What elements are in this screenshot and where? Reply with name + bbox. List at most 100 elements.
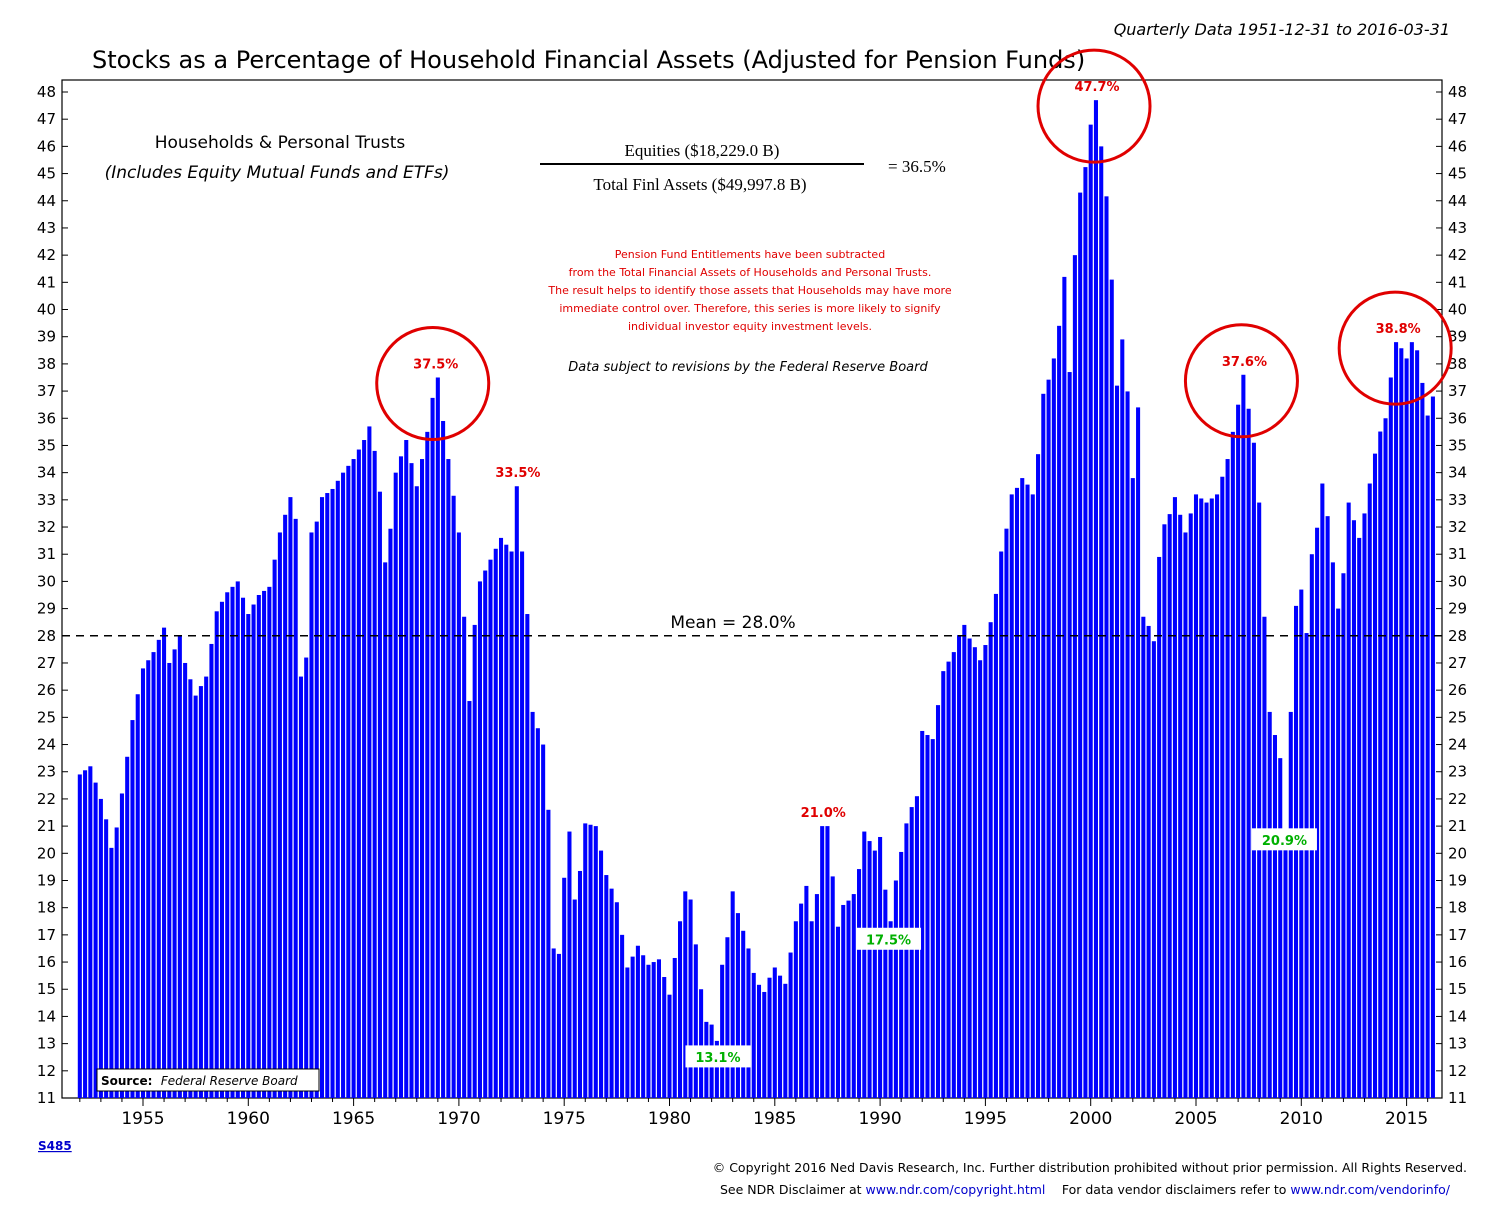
y-tick-label-right: 48 — [1448, 83, 1467, 101]
x-tick-label: 1970 — [437, 1109, 480, 1129]
bar — [741, 930, 746, 1098]
y-tick-label-left: 41 — [37, 273, 56, 291]
bar — [620, 934, 625, 1098]
y-tick-label-left: 36 — [37, 409, 56, 427]
bar — [1136, 407, 1141, 1098]
pension-note-line: immediate control over. Therefore, this … — [559, 302, 941, 315]
y-tick-label-right: 43 — [1448, 219, 1467, 237]
bar — [198, 686, 203, 1098]
pension-note-line: Pension Fund Entitlements have been subt… — [615, 248, 885, 261]
bar — [162, 627, 167, 1098]
bar — [1009, 494, 1014, 1098]
bar — [1188, 513, 1193, 1098]
bar — [1325, 516, 1330, 1098]
y-tick-label-right: 25 — [1448, 708, 1467, 726]
bar — [1030, 494, 1035, 1098]
bar — [1267, 711, 1272, 1098]
bar — [420, 459, 425, 1098]
bar — [1178, 514, 1183, 1098]
bar — [404, 440, 409, 1098]
bar — [593, 826, 598, 1098]
bar — [372, 450, 377, 1098]
bar — [546, 809, 551, 1098]
bar — [541, 744, 546, 1098]
bar — [604, 875, 609, 1098]
bar — [1315, 527, 1320, 1098]
bar — [1125, 391, 1130, 1098]
bar — [1341, 573, 1346, 1098]
x-axis: 1955 1960 1965 1970 1975 1980 1985 1990 1995 2000… — [79, 1098, 1428, 1129]
vendor-link[interactable]: www.ndr.com/vendorinfo/ — [1290, 1182, 1450, 1197]
bar — [588, 824, 593, 1098]
disclaimer-line: See NDR Disclaimer at www.ndr.com/copyri… — [720, 1181, 1451, 1198]
bar — [383, 562, 388, 1098]
bar — [341, 472, 346, 1098]
x-tick-label: 2000 — [1069, 1109, 1112, 1129]
bar — [225, 592, 230, 1098]
bar — [1346, 502, 1351, 1098]
bar — [135, 694, 140, 1098]
bar — [756, 984, 762, 1098]
copyright-text: © Copyright 2016 Ned Davis Research, Inc… — [713, 1160, 1467, 1175]
bar — [1415, 350, 1420, 1098]
bar — [962, 624, 967, 1098]
bar — [693, 944, 698, 1098]
bar — [535, 728, 540, 1098]
y-tick-label-right: 30 — [1448, 572, 1467, 590]
bar — [672, 957, 677, 1098]
formula-numerator: Equities ($18,229.0 B) — [625, 141, 780, 160]
bar — [967, 638, 972, 1098]
bar — [1420, 382, 1425, 1098]
bar — [1157, 556, 1162, 1098]
bar — [1020, 478, 1025, 1099]
y-tick-label-right: 28 — [1448, 627, 1467, 645]
y-tick-label-left: 13 — [37, 1035, 56, 1053]
highlight-circle — [1183, 323, 1299, 439]
bar — [793, 921, 798, 1098]
y-tick-label-left: 23 — [37, 763, 56, 781]
y-tick-label-right: 19 — [1448, 871, 1467, 889]
y-tick-label-left: 21 — [37, 817, 56, 835]
chart-code-link[interactable]: S485 — [38, 1139, 72, 1153]
bar — [751, 972, 756, 1098]
x-tick-label: 2015 — [1385, 1109, 1428, 1129]
y-tick-label-right: 22 — [1448, 790, 1467, 808]
bar — [1067, 372, 1072, 1098]
pension-note-line: The result helps to identify those asset… — [547, 284, 951, 297]
bar — [177, 635, 182, 1098]
peak-label: 38.8% — [1376, 322, 1421, 337]
bar — [525, 614, 530, 1098]
x-tick-label: 1985 — [753, 1109, 796, 1129]
bar — [451, 495, 456, 1098]
revision-note: Data subject to revisions by the Federal… — [568, 360, 928, 375]
bar — [1246, 408, 1251, 1098]
y-axis-left: 11 12 13 14 15 16 17 18 19 20 21 22 23 24 25 26 27 28 29 30… — [37, 83, 68, 1107]
bar — [820, 826, 825, 1098]
bar — [1241, 374, 1246, 1098]
x-tick-label: 1955 — [121, 1109, 164, 1129]
bar — [809, 921, 814, 1098]
chart-title: Stocks as a Percentage of Household Fina… — [92, 46, 1085, 74]
y-tick-label-right: 31 — [1448, 545, 1467, 563]
bar — [109, 847, 114, 1098]
bar — [119, 793, 124, 1098]
bar — [957, 635, 962, 1098]
source-box — [96, 1068, 320, 1092]
bar — [130, 720, 135, 1098]
bar — [272, 559, 277, 1098]
disclaimer-link[interactable]: www.ndr.com/copyright.html — [866, 1182, 1046, 1197]
bar — [267, 586, 272, 1098]
bar — [1351, 520, 1356, 1098]
bar — [988, 622, 993, 1098]
bar — [1172, 497, 1177, 1098]
bar — [720, 964, 725, 1098]
bar — [204, 676, 209, 1098]
bar — [214, 611, 219, 1098]
bar — [241, 597, 246, 1098]
bar — [1083, 167, 1088, 1099]
y-tick-label-right: 32 — [1448, 518, 1467, 536]
bar — [230, 586, 235, 1098]
y-tick-label-left: 26 — [37, 681, 56, 699]
bar — [493, 548, 498, 1098]
bar — [504, 544, 509, 1098]
